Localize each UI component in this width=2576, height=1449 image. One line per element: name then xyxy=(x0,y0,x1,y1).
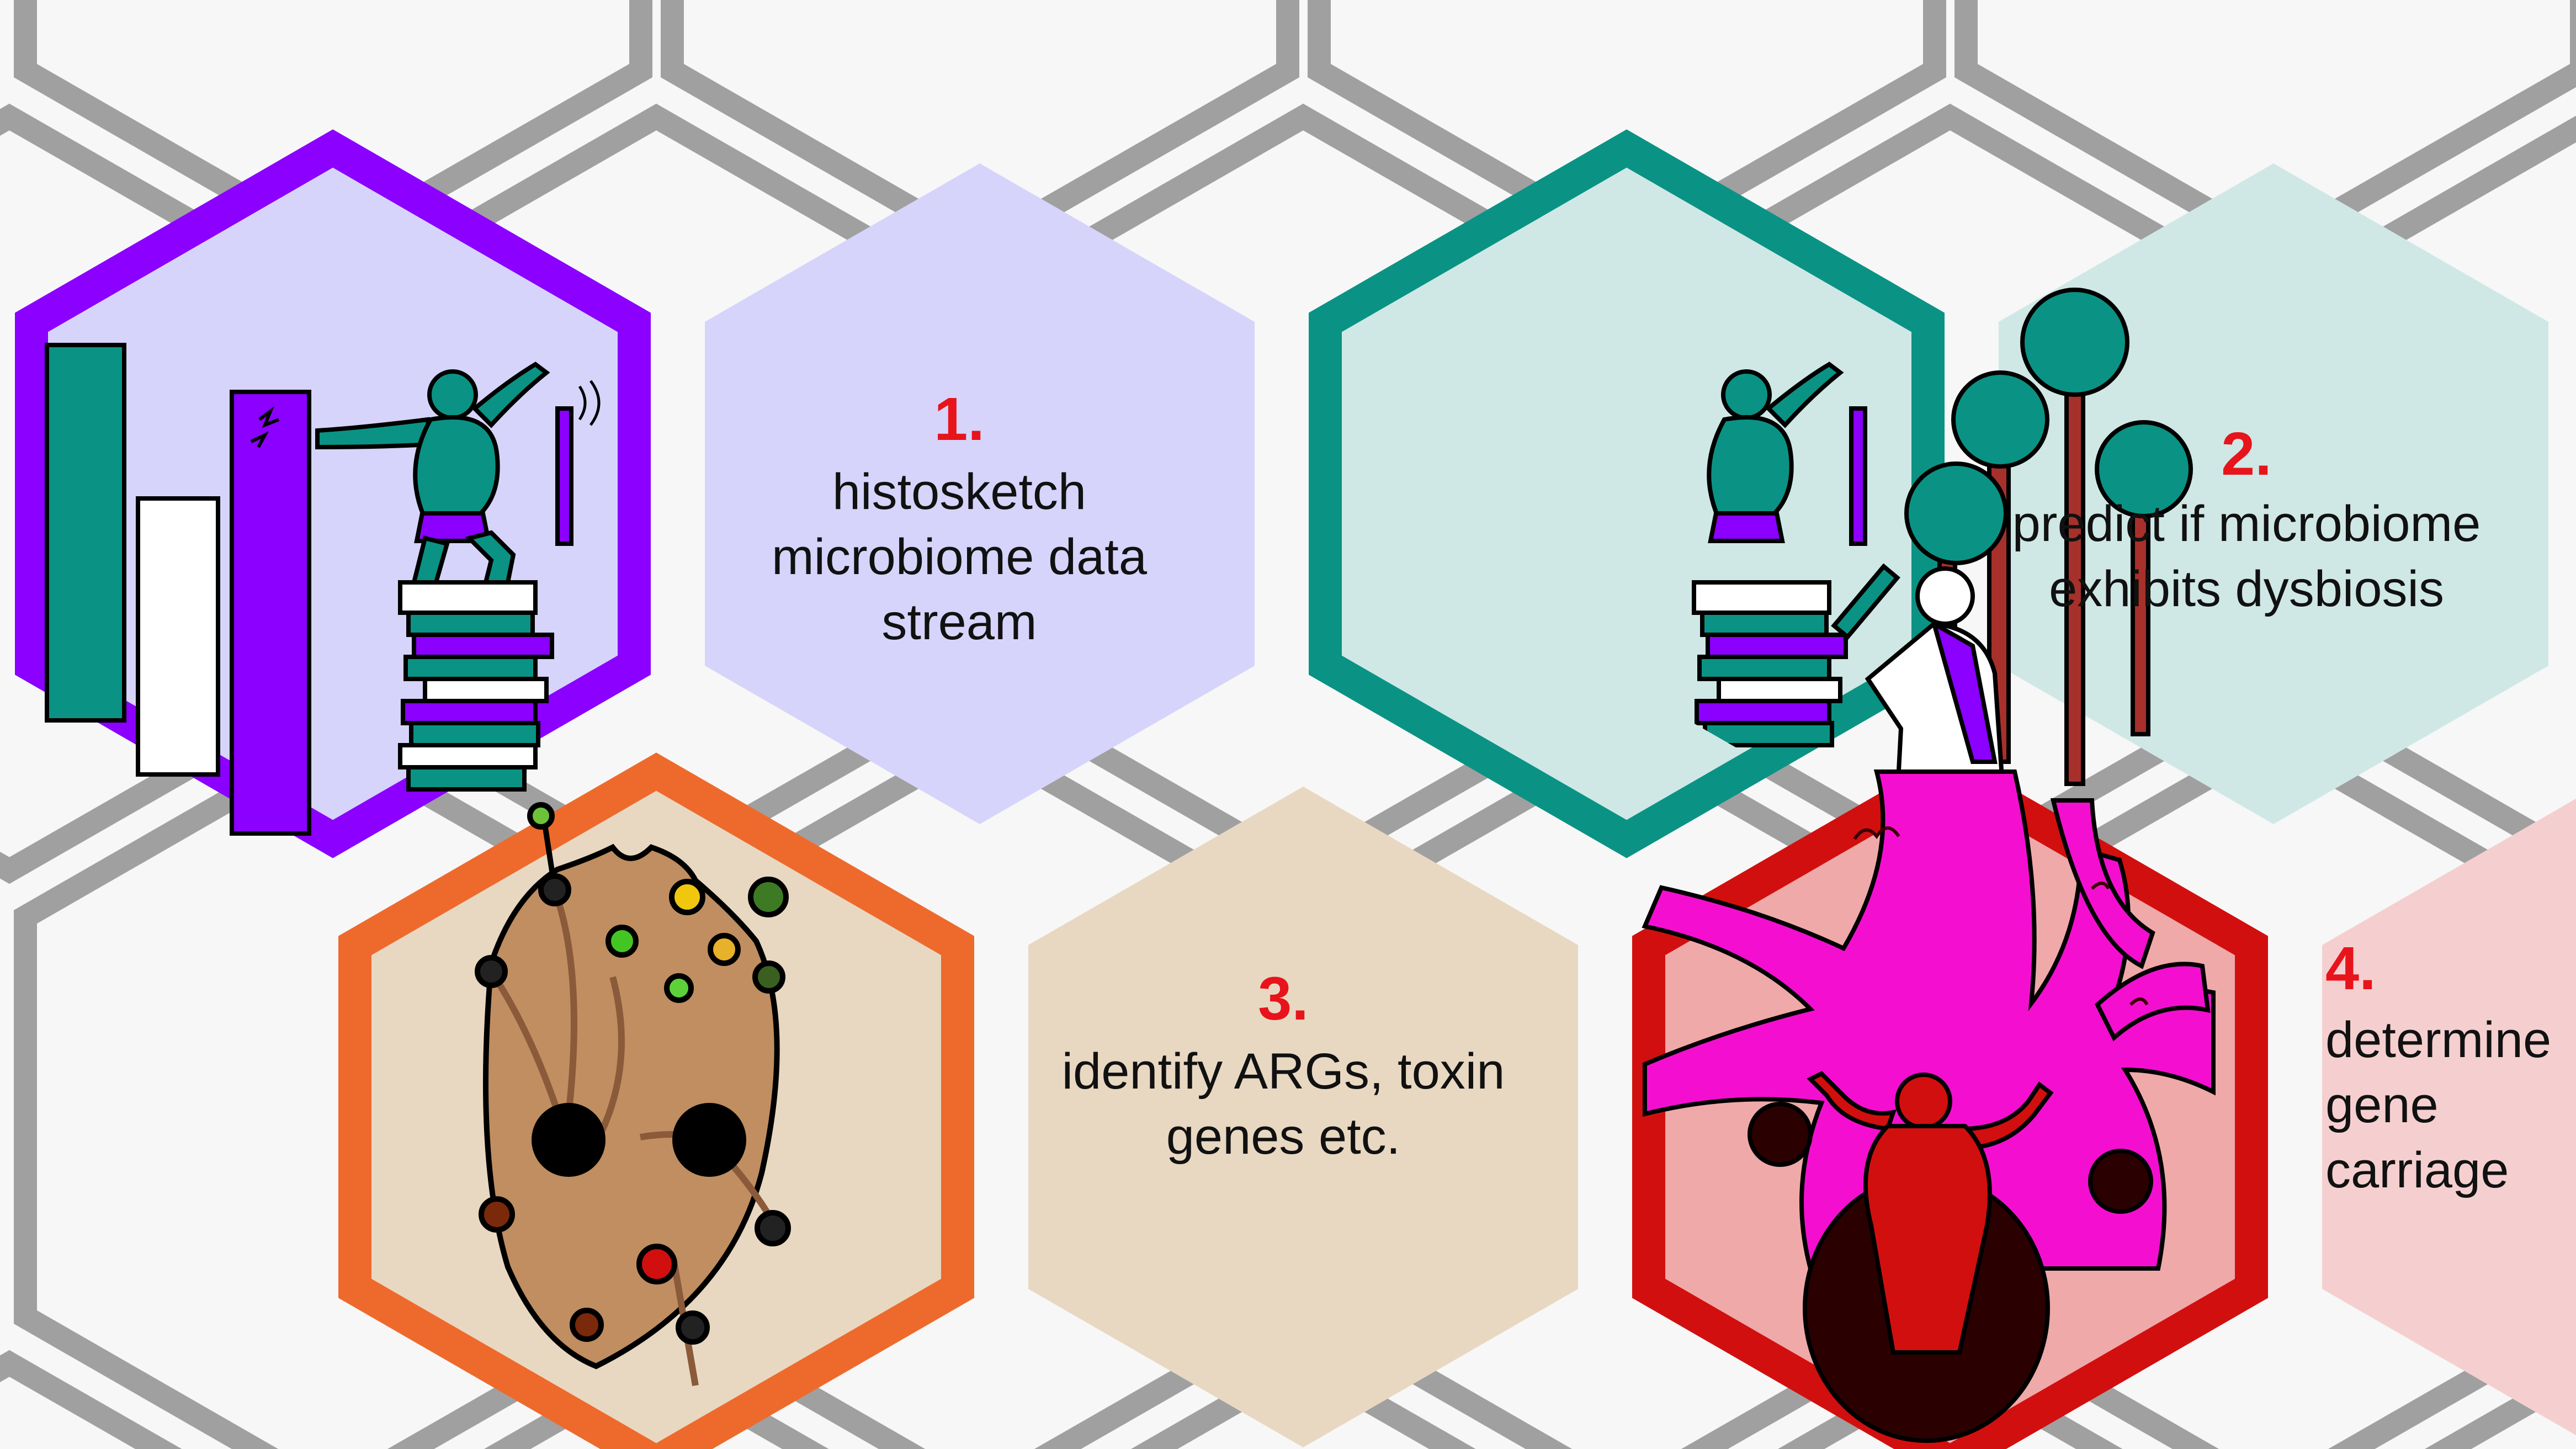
step-4-line-3: carriage xyxy=(2325,1142,2509,1198)
step-4-line-2: gene xyxy=(2325,1077,2439,1133)
groot-face-network-icon xyxy=(475,802,791,1387)
step-2-number: 2. xyxy=(2221,420,2272,488)
step-3-line-1: identify ARGs, toxin xyxy=(1062,1043,1505,1100)
step-4-number: 4. xyxy=(2325,935,2376,1002)
hex-step3-text xyxy=(1028,787,1578,1447)
step-1-number: 1. xyxy=(934,385,985,453)
step-1-line-3: stream xyxy=(881,594,1037,650)
step-1-text: 1. histosketch microbiome data stream xyxy=(772,385,1148,650)
step-2-line-1: predict if microbiome xyxy=(2012,496,2481,552)
microbe-strongman-icon xyxy=(1642,769,2216,1443)
step-3-number: 3. xyxy=(1258,965,1309,1033)
step-3-text: 3. identify ARGs, toxin genes etc. xyxy=(1062,965,1505,1165)
hex-step1-text xyxy=(705,163,1255,824)
step-3-line-2: genes etc. xyxy=(1166,1108,1401,1165)
step-2-text: 2. predict if microbiome exhibits dysbio… xyxy=(2012,420,2481,617)
bar-chart-strongman-icon xyxy=(45,343,601,836)
step-2-line-2: exhibits dysbiosis xyxy=(2049,561,2444,617)
hex-dysbiosis-illustration xyxy=(1309,129,1945,858)
step-1-line-1: histosketch xyxy=(832,464,1086,520)
step-4-line-1: determine xyxy=(2325,1012,2551,1068)
hex-step4-text xyxy=(2322,798,2576,1436)
step-1-line-2: microbiome data xyxy=(772,529,1148,585)
forest-scientist-icon xyxy=(1692,288,2193,836)
step-4-text: 4. determine gene carriage xyxy=(2325,935,2551,1198)
